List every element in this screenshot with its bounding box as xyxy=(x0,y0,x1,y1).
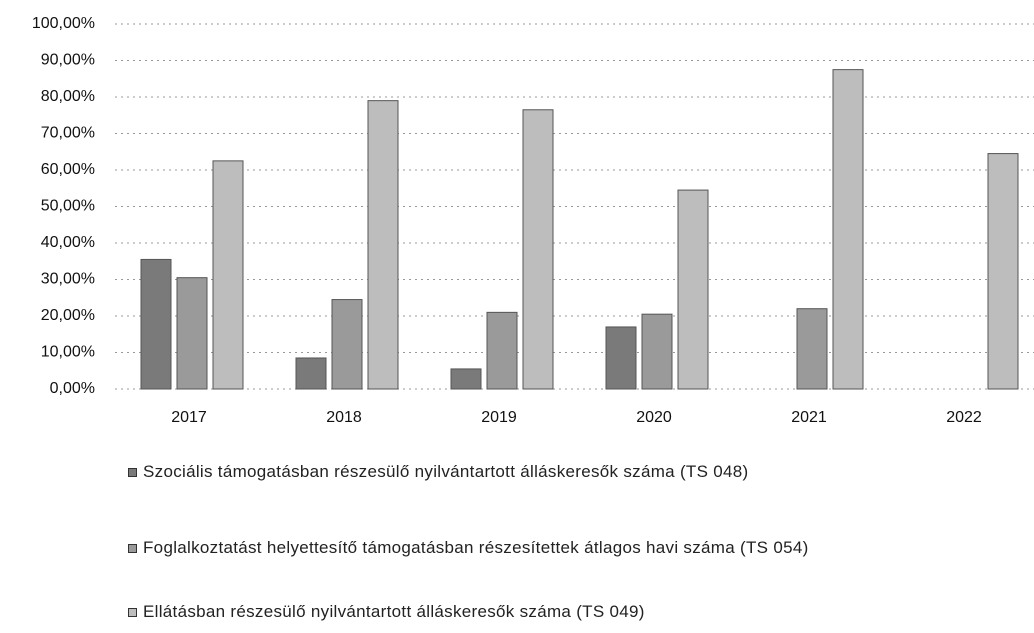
y-tick-label: 30,00% xyxy=(41,271,95,288)
x-tick-label: 2020 xyxy=(636,409,672,426)
y-tick-label: 40,00% xyxy=(41,234,95,251)
legend-swatch xyxy=(128,544,137,554)
legend-entry: Szociális támogatásban részesülő nyilván… xyxy=(128,462,898,482)
bar xyxy=(677,189,709,390)
bar xyxy=(987,153,1019,390)
y-tick-label: 50,00% xyxy=(41,198,95,215)
bar xyxy=(295,357,327,390)
legend-label: Foglalkoztatást helyettesítő támogatásba… xyxy=(143,538,809,557)
legend-label: Ellátásban részesülő nyilvántartott állá… xyxy=(143,602,645,621)
bar xyxy=(486,311,518,390)
y-tick-label: 20,00% xyxy=(41,307,95,324)
y-tick-label: 100,00% xyxy=(32,15,95,32)
legend-entry: Foglalkoztatást helyettesítő támogatásba… xyxy=(128,538,809,558)
x-tick-label: 2022 xyxy=(946,409,982,426)
x-tick-label: 2019 xyxy=(481,409,517,426)
y-tick-label: 10,00% xyxy=(41,344,95,361)
bar xyxy=(140,258,172,390)
bar xyxy=(796,308,828,390)
bar xyxy=(522,109,554,390)
x-tick-label: 2018 xyxy=(326,409,362,426)
chart: 0,00% 10,00% 20,00% 30,00% 40,00% 50,00% 60,00… xyxy=(32,15,1034,426)
x-tick-label: 2017 xyxy=(171,409,207,426)
bar xyxy=(331,299,363,390)
y-tick-label: 60,00% xyxy=(41,161,95,178)
legend-swatch xyxy=(128,468,137,478)
y-tick-label: 0,00% xyxy=(50,380,95,397)
bar xyxy=(450,368,482,390)
bar xyxy=(212,160,244,390)
legend-entry: Ellátásban részesülő nyilvántartott állá… xyxy=(128,602,645,622)
legend-label: Szociális támogatásban részesülő nyilván… xyxy=(143,462,749,481)
bar xyxy=(641,313,673,390)
bar xyxy=(832,69,864,390)
legend-swatch xyxy=(128,608,137,618)
x-tick-label: 2021 xyxy=(791,409,827,426)
y-tick-label: 90,00% xyxy=(41,52,95,69)
y-tick-label: 70,00% xyxy=(41,125,95,142)
bar xyxy=(176,277,208,390)
bar xyxy=(367,100,399,390)
bar xyxy=(605,326,637,390)
y-tick-label: 80,00% xyxy=(41,88,95,105)
